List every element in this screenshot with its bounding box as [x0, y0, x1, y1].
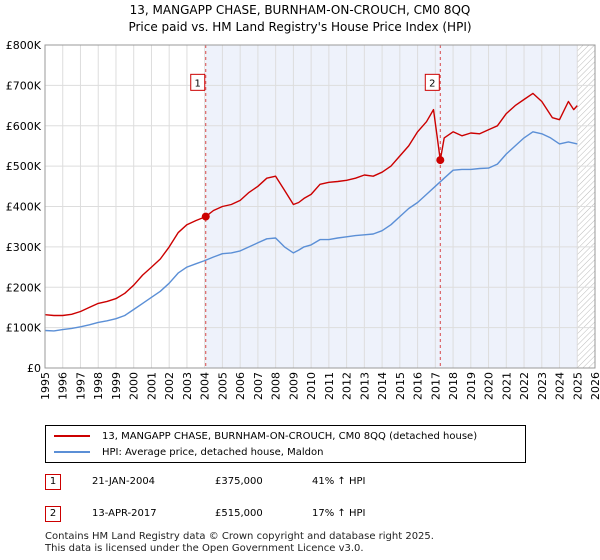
x-tick-label: 2010	[305, 372, 318, 400]
x-tick-label: 1996	[57, 372, 70, 400]
x-tick-label: 1997	[74, 372, 87, 400]
legend-item-hpi: HPI: Average price, detached house, Mald…	[54, 445, 323, 459]
sale-annotation-label: 2	[429, 78, 435, 89]
sale-annotation-box	[424, 73, 440, 91]
x-tick-label: 2005	[216, 372, 229, 400]
x-tick-label: 2004	[199, 372, 212, 400]
sale-point	[436, 156, 445, 165]
x-tick-label: 2022	[518, 372, 531, 400]
sale-date: 13-APR-2017	[92, 508, 157, 519]
x-tick-label: 2016	[412, 372, 425, 400]
legend-swatch-property	[54, 435, 90, 437]
y-tick-label: £400K	[6, 201, 42, 214]
legend-label-hpi: HPI: Average price, detached house, Mald…	[102, 446, 324, 458]
chart-subtitle: Price paid vs. HM Land Registry's House …	[128, 20, 472, 34]
sale-annotation-label: 1	[195, 78, 201, 89]
hpi-line	[44, 131, 578, 332]
x-tick-label: 1999	[110, 372, 123, 400]
x-tick-label: 2017	[429, 372, 442, 400]
x-tick-label: 2023	[536, 372, 549, 400]
y-tick-label: £300K	[6, 241, 42, 254]
sale-marker-badge: 2	[45, 506, 61, 522]
y-tick-label: £800K	[6, 39, 42, 52]
x-tick-label: 2026	[589, 372, 600, 400]
x-tick-label: 2024	[554, 372, 567, 400]
x-tick-label: 2011	[323, 372, 336, 400]
plot-frame	[44, 44, 596, 369]
y-tick-label: £200K	[6, 281, 42, 294]
footer-license: This data is licensed under the Open Gov…	[45, 543, 364, 554]
x-tick-label: 2007	[252, 372, 265, 400]
price-chart: 1 2 £0 £100K £200K £300K £400K £500K £600K £700K…	[6, 39, 600, 400]
sale-marker-badge: 1	[45, 474, 61, 490]
property-price-line	[44, 92, 578, 317]
x-tick-label: 2008	[270, 372, 283, 400]
x-tick-label: 2002	[163, 372, 176, 400]
legend-label-property: 13, MANGAPP CHASE, BURNHAM-ON-CROUCH, CM…	[102, 430, 478, 442]
x-tick-label: 1995	[39, 372, 52, 400]
legend-item-property: 13, MANGAPP CHASE, BURNHAM-ON-CROUCH, CM…	[54, 429, 477, 443]
chart-title: 13, MANGAPP CHASE, BURNHAM-ON-CROUCH, CM…	[129, 3, 471, 17]
x-tick-label: 2013	[358, 372, 371, 400]
sale-annotation-box	[190, 73, 206, 91]
x-tick-label: 2021	[500, 372, 513, 400]
legend-swatch-hpi	[54, 451, 90, 453]
x-tick-label: 2019	[465, 372, 478, 400]
y-tick-label: £600K	[6, 120, 42, 133]
y-tick-label: £700K	[6, 79, 42, 92]
footer-copyright: Contains HM Land Registry data © Crown c…	[45, 531, 434, 542]
chart-legend: 13, MANGAPP CHASE, BURNHAM-ON-CROUCH, CM…	[45, 425, 526, 463]
x-tick-label: 2014	[376, 372, 389, 400]
x-tick-label: 2020	[483, 372, 496, 400]
x-tick-label: 2025	[571, 372, 584, 400]
y-tick-label: £500K	[6, 160, 42, 173]
x-tick-label: 2000	[128, 372, 141, 400]
sale-price: £515,000	[215, 508, 263, 519]
x-tick-label: 2009	[287, 372, 300, 400]
sale-hpi-diff: 17% ↑ HPI	[312, 508, 366, 519]
x-tick-label: 2003	[181, 372, 194, 400]
sale-date: 21-JAN-2004	[92, 476, 156, 487]
x-tick-label: 2001	[145, 372, 158, 400]
sale-point	[201, 212, 210, 221]
sale-price: £375,000	[215, 476, 263, 487]
x-tick-label: 1998	[92, 372, 105, 400]
x-tick-label: 2006	[234, 372, 247, 400]
x-tick-label: 2015	[394, 372, 407, 400]
x-tick-label: 2018	[447, 372, 460, 400]
sale-hpi-diff: 41% ↑ HPI	[312, 476, 366, 487]
y-tick-label: £100K	[6, 322, 42, 335]
y-tick-label: £0	[27, 362, 41, 375]
x-tick-label: 2012	[341, 372, 354, 400]
